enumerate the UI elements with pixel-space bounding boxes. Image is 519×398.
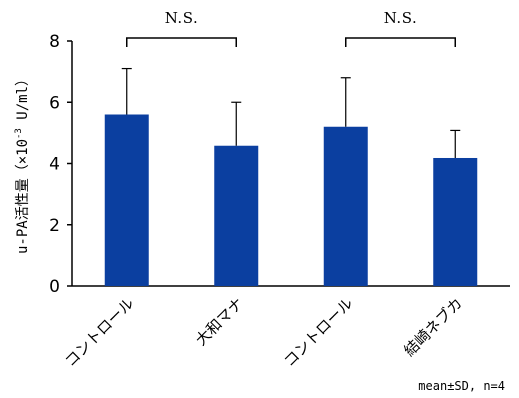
category-label: 結崎ネブカ (400, 294, 466, 360)
error-bar (340, 77, 351, 127)
y-tick-label: 6 (49, 93, 60, 113)
category-label: 大和マナ (192, 294, 247, 349)
significance-label: N.S. (165, 9, 198, 27)
y-tick-label: 4 (49, 155, 60, 175)
bracket-line (345, 37, 456, 47)
y-axis-label: u-PA活性量（×10-3 U/ml） (14, 72, 31, 254)
significance-label: N.S. (384, 9, 417, 27)
significance-bracket: N.S. (345, 9, 456, 47)
bar (433, 157, 478, 286)
error-bars (121, 67, 461, 158)
error-bar (231, 101, 242, 146)
footnote: mean±SD, n=4 (418, 379, 505, 393)
y-ticks: 0 2 4 6 8 (49, 32, 72, 297)
category-label: コントロール (61, 294, 137, 370)
error-bar (121, 67, 132, 115)
bracket-line (126, 37, 237, 47)
bar (323, 126, 368, 286)
bar (214, 145, 259, 286)
y-tick-label: 2 (49, 216, 60, 236)
y-tick-label: 0 (49, 277, 60, 297)
error-bar (450, 129, 461, 158)
significance-bracket: N.S. (126, 9, 237, 47)
bars (104, 114, 478, 286)
category-labels: コントロール 大和マナ コントロール 結崎ネブカ (61, 294, 466, 370)
category-label: コントロール (280, 294, 356, 370)
y-tick-label: 8 (49, 32, 60, 52)
bar (104, 114, 149, 286)
significance-brackets: N.S. N.S. (126, 9, 456, 47)
